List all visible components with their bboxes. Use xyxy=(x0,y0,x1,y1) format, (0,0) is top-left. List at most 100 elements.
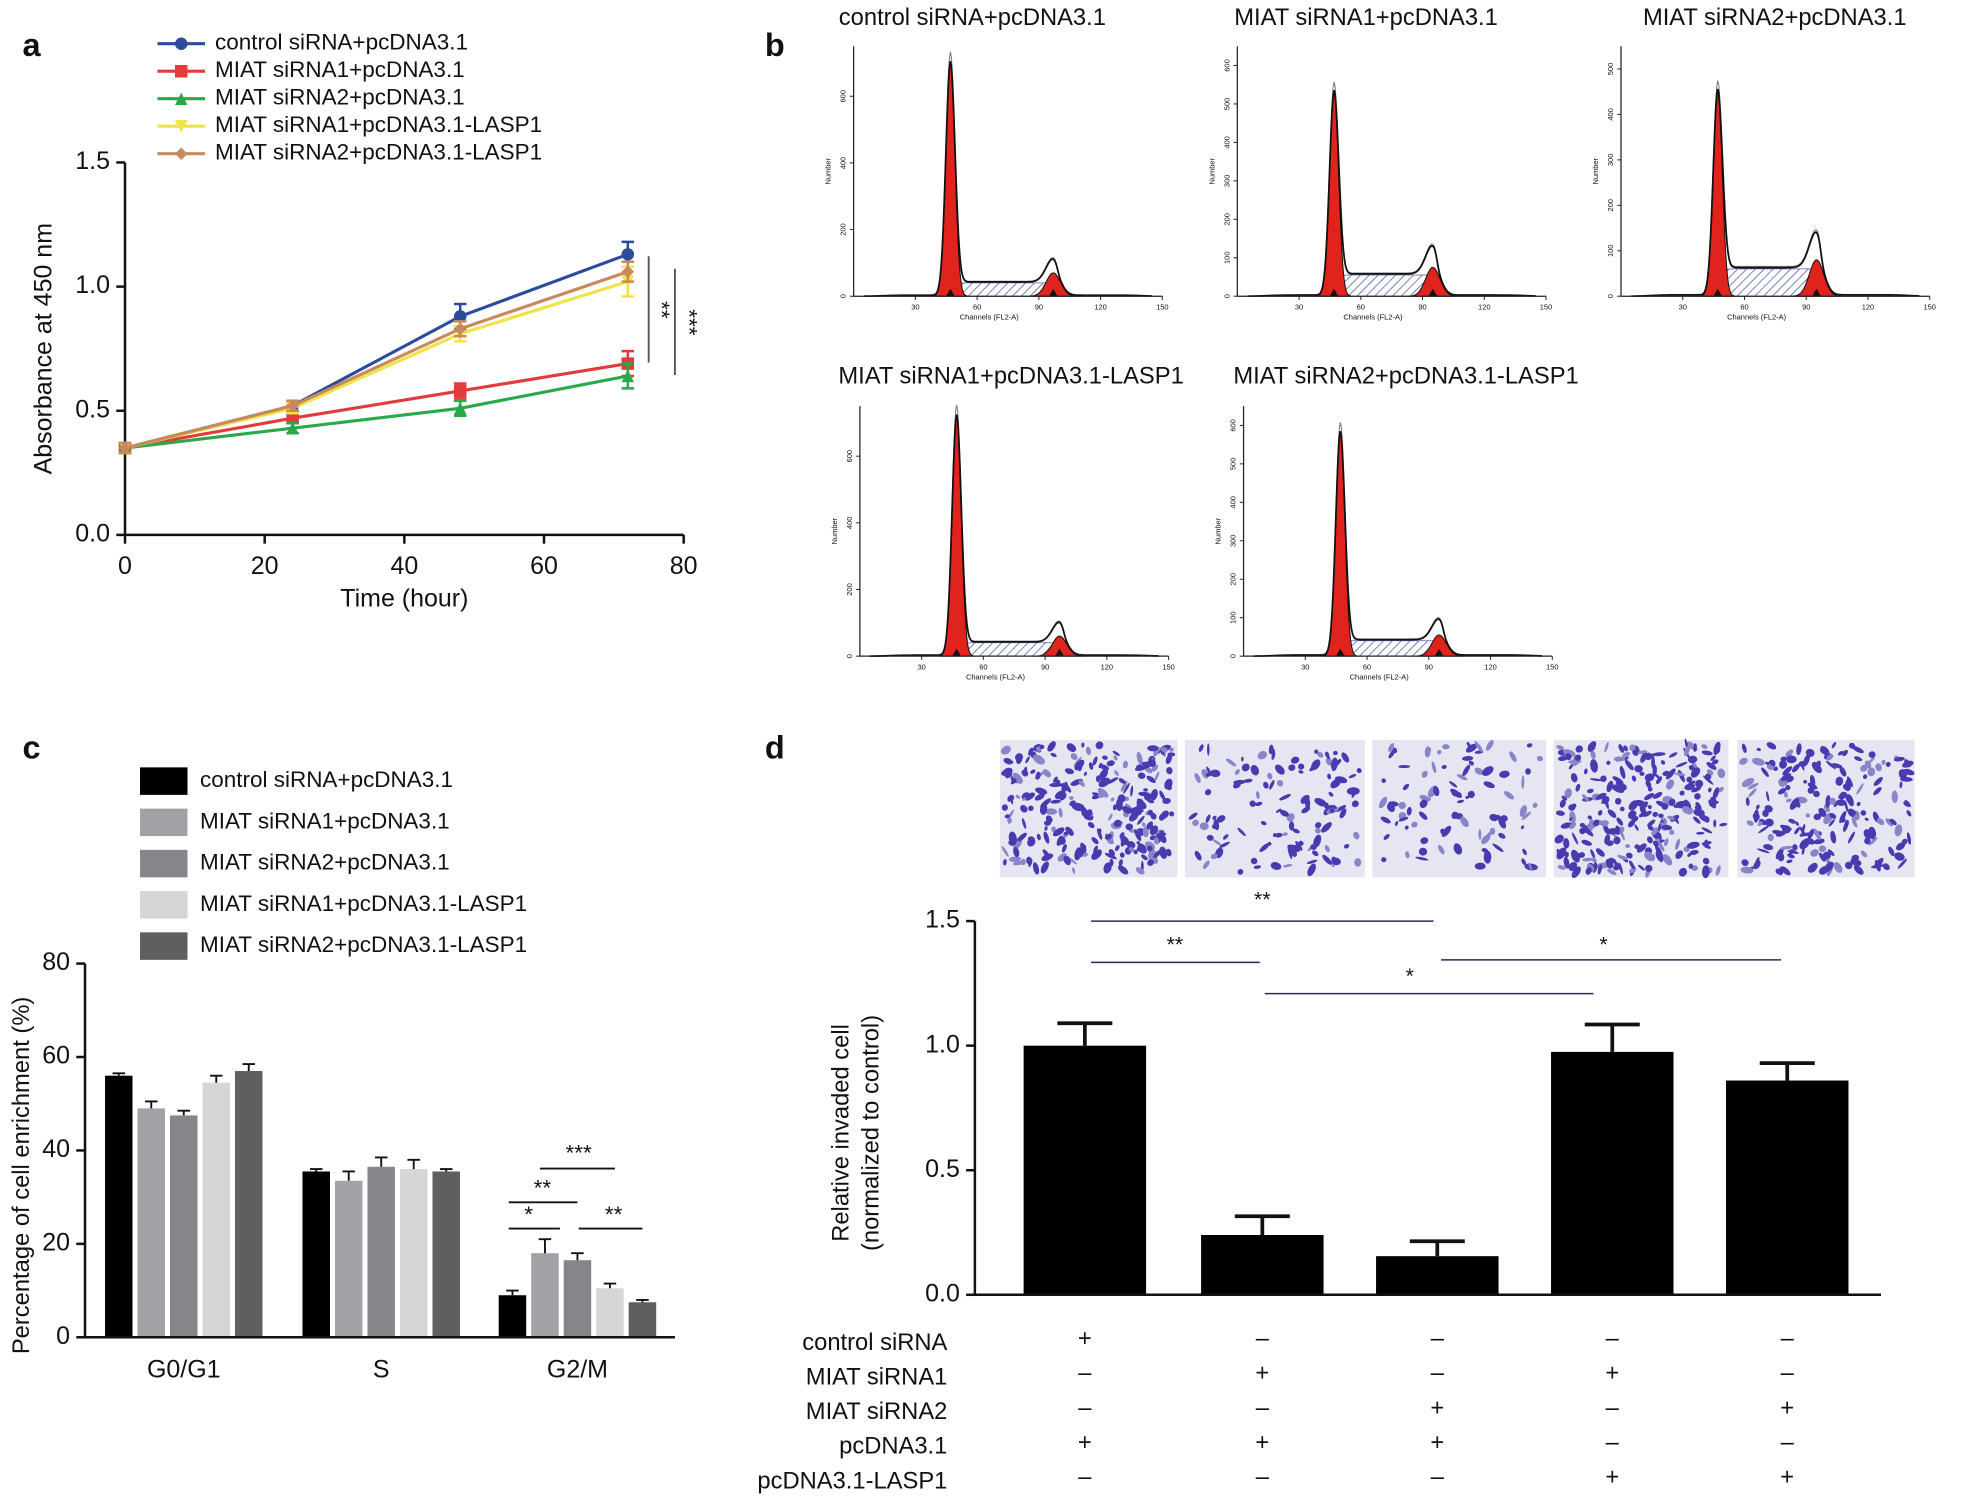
cell xyxy=(1288,821,1295,831)
legend-swatch xyxy=(140,932,188,960)
cell xyxy=(1851,817,1858,828)
cell xyxy=(1036,833,1041,841)
cell xyxy=(1199,822,1209,831)
cell xyxy=(1577,852,1586,858)
cell xyxy=(1674,772,1686,777)
cell xyxy=(1571,832,1579,845)
cell xyxy=(1868,837,1878,846)
cell xyxy=(1818,845,1827,853)
cell xyxy=(1015,794,1021,799)
cell xyxy=(1257,750,1267,760)
cell xyxy=(1087,821,1095,829)
error-bar xyxy=(342,1170,355,1181)
cell xyxy=(1682,806,1692,814)
row-label: MIAT siRNA2 xyxy=(806,1399,948,1425)
cell xyxy=(1121,805,1132,814)
error-bar xyxy=(112,1072,126,1076)
cell xyxy=(1852,746,1864,754)
y-tick-label: 600 xyxy=(845,450,854,462)
error-bar xyxy=(242,1063,255,1072)
bar xyxy=(1023,1045,1147,1295)
cell xyxy=(1652,811,1659,817)
cell xyxy=(1675,850,1684,859)
peak xyxy=(1413,634,1465,657)
cell xyxy=(1489,813,1499,822)
table-cell: – xyxy=(1078,1361,1092,1387)
cell xyxy=(1590,759,1598,773)
cell xyxy=(1137,815,1145,825)
cell xyxy=(1314,749,1319,754)
cell xyxy=(1585,867,1592,875)
cell xyxy=(1592,819,1600,827)
cell xyxy=(1081,742,1085,748)
y-axis-label: Number xyxy=(1207,157,1216,184)
cell xyxy=(1604,741,1609,753)
cell xyxy=(1424,746,1431,758)
y-tick-label: 0.0 xyxy=(75,520,110,548)
y-tick-label: 1.0 xyxy=(925,1030,960,1058)
cell xyxy=(1904,759,1911,768)
cell xyxy=(1748,788,1757,798)
cell xyxy=(1568,862,1578,871)
cell xyxy=(1142,826,1149,838)
error-bar xyxy=(439,1168,453,1172)
peak xyxy=(1791,259,1842,297)
cell xyxy=(1707,787,1712,793)
cell xyxy=(1136,798,1144,803)
cell xyxy=(1194,773,1201,784)
cell xyxy=(1158,813,1165,821)
peak xyxy=(1323,431,1358,657)
cell xyxy=(1558,756,1568,762)
cell xyxy=(1718,786,1724,793)
cell xyxy=(1259,843,1270,852)
cell xyxy=(1634,765,1643,773)
cell xyxy=(1694,793,1701,800)
y-tick-label: 200 xyxy=(845,583,854,596)
cell xyxy=(1387,801,1399,807)
cell xyxy=(1686,776,1693,783)
cell xyxy=(1645,779,1652,789)
cell xyxy=(1615,825,1621,836)
cell xyxy=(1663,838,1669,847)
cell xyxy=(1194,850,1202,861)
x-tick-label: 120 xyxy=(1101,662,1114,671)
cell xyxy=(1875,763,1882,772)
cell xyxy=(1141,822,1146,827)
cell xyxy=(1380,816,1391,824)
cell xyxy=(1789,849,1794,855)
cell xyxy=(1807,863,1818,873)
cell xyxy=(1151,764,1159,772)
cell xyxy=(1322,854,1333,865)
cell xyxy=(1323,802,1329,809)
cell xyxy=(1145,761,1150,768)
cell xyxy=(1253,865,1262,869)
peak-marker xyxy=(1329,288,1339,297)
cell xyxy=(1701,750,1713,756)
cell xyxy=(1885,761,1891,767)
table-cell: – xyxy=(1078,1395,1092,1421)
cell xyxy=(1485,740,1494,751)
y-tick-label: 500 xyxy=(1229,458,1238,471)
cell xyxy=(1825,794,1831,808)
cell xyxy=(1701,865,1710,879)
error-bar xyxy=(538,1238,552,1254)
cell xyxy=(1587,788,1594,794)
cell xyxy=(1686,841,1700,849)
x-tick-label: 90 xyxy=(1041,662,1049,671)
y-tick-label: 300 xyxy=(1606,154,1615,167)
cell xyxy=(1765,791,1770,802)
cell xyxy=(1166,784,1172,791)
bar xyxy=(105,1075,133,1338)
cell xyxy=(1205,771,1213,777)
table-cell: – xyxy=(1256,1395,1270,1421)
cell xyxy=(1071,802,1085,812)
cell xyxy=(1383,834,1390,840)
error-bar xyxy=(145,1100,158,1109)
cell xyxy=(1010,778,1017,785)
significance-label: ** xyxy=(1254,888,1271,912)
cell xyxy=(1009,795,1014,805)
cell xyxy=(1684,783,1696,791)
cell xyxy=(1595,792,1607,800)
cell xyxy=(1098,768,1109,781)
cell xyxy=(1589,778,1603,782)
